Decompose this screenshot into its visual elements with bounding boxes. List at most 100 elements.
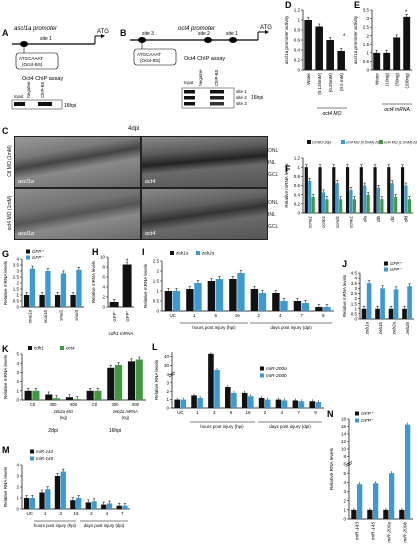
y-tick-label: 1 (354, 306, 357, 311)
y-tick-label: 4 (16, 361, 19, 366)
y-tick-label: 4.5 (351, 271, 358, 276)
y-tick-label: 12 (341, 439, 347, 444)
legend-label: GFP⁻ (390, 267, 402, 272)
stain-label: ascl1a (18, 231, 34, 237)
bar (45, 271, 51, 307)
x-group-label: hours post injury (hpi) (192, 325, 236, 330)
legend-label: zeb2a (201, 251, 215, 256)
panel-f-chart: F 0 0.2 0.4 0.6 0.8 1 1.2 Relative mRNA levels cc… (284, 140, 417, 228)
y-tick-label: 3 (166, 380, 169, 385)
significance-mark: * (126, 259, 129, 265)
bar (390, 183, 394, 213)
dose-unit: (ng) (60, 415, 68, 420)
bar (94, 390, 102, 400)
y-tick-label: 1.5 (363, 42, 370, 47)
bar (407, 199, 412, 213)
category-label: 3 (59, 511, 62, 516)
bar (60, 471, 66, 509)
bar (363, 185, 367, 213)
category-label: 3 (213, 410, 216, 415)
y-tick-label: 1.5 (351, 301, 358, 306)
y-tick-label: 3 (366, 16, 369, 21)
bar (54, 295, 61, 307)
bar (351, 509, 357, 519)
legend-label: miR-200b (266, 373, 287, 379)
category-label: GFP⁻ (112, 309, 117, 321)
y-tick-label: 0 (16, 305, 19, 310)
x-group-label: days post injury (dpi) (84, 523, 125, 528)
y-tick-label: 3 (343, 489, 346, 494)
bar (76, 498, 82, 509)
lane-label: Negative (26, 81, 31, 98)
y-tick-label: 10 (341, 447, 347, 452)
legend-label: miR-143 (36, 449, 54, 454)
bs-name: (Oct4-BS) (22, 62, 43, 67)
x-label: zeb2a mRNA (112, 409, 138, 414)
bar (373, 167, 377, 213)
y-tick-label: 4 (102, 285, 105, 290)
time-label: 2dpi (48, 428, 57, 434)
bar (32, 390, 40, 400)
legend-label: oct4 MO (0.5mM)-2dpi (346, 141, 382, 145)
category-label: zeb1a (364, 322, 369, 336)
bar (272, 293, 280, 311)
bar (405, 424, 411, 519)
panel-letter: J (342, 259, 347, 269)
y-tick-label: 1.2 (294, 8, 301, 13)
y-tick-label: 4 (354, 276, 357, 281)
axis-break (168, 373, 176, 378)
category-label: dla (362, 216, 367, 223)
site-label: site 1 (40, 36, 52, 42)
bar (373, 52, 381, 70)
legend-swatch (260, 366, 264, 371)
bar (388, 308, 394, 319)
category-label: 16 (245, 410, 251, 415)
legend-label: oct4 (66, 346, 75, 351)
y-tick-label: 18 (341, 417, 347, 422)
bar (91, 501, 97, 509)
panel-e-chart: E 0 0.5 1 1.5 2 2.5 3 3.5 ascl1a promoter activit… (353, 0, 412, 113)
bar (309, 401, 316, 408)
bar (301, 303, 310, 311)
bs-seq: ATGCAAAT (137, 52, 161, 57)
y-tick-label: 4 (343, 480, 346, 485)
legend-label: GFP⁻ (32, 255, 44, 260)
binding-site-icon (204, 37, 212, 43)
bar (393, 289, 399, 319)
category-label: 6 (230, 410, 233, 415)
gel-band (184, 96, 195, 100)
bar (325, 199, 329, 213)
y-tick-label: 3 (354, 286, 357, 291)
y-tick-label: 14 (341, 432, 347, 437)
axis-break (345, 461, 353, 465)
bar (186, 289, 194, 311)
y-tick-label: 2 (156, 269, 159, 274)
binding-box (15, 52, 59, 70)
atg-label: ATG (260, 25, 272, 31)
y-tick-label: 2 (16, 379, 19, 384)
y-tick-label: 0.4 (294, 48, 301, 53)
y-tick-label: 1 (366, 50, 369, 55)
bar (304, 167, 308, 213)
binding-site-icon (20, 41, 28, 47)
promoter-label: ascl1a promoter (14, 26, 58, 32)
y-tick-label: 1.2 (294, 156, 301, 161)
layer-label: ONL (268, 200, 279, 206)
legend-swatch (355, 411, 359, 416)
significance-mark: * (343, 34, 346, 40)
bar (76, 269, 82, 307)
lane-label: Input (14, 94, 24, 99)
category-label: 1 (196, 410, 199, 415)
bar (73, 399, 81, 400)
bar (293, 301, 302, 311)
bar (264, 399, 271, 408)
bar (337, 51, 345, 70)
bar (180, 399, 187, 408)
gel-frame (11, 99, 63, 110)
y-tick-label: 0.5 (153, 299, 160, 304)
gel-band (184, 102, 195, 106)
bar (115, 365, 123, 400)
bar (53, 398, 61, 400)
bar (45, 489, 51, 509)
y-axis-label: Relative RNA levels (329, 447, 335, 490)
